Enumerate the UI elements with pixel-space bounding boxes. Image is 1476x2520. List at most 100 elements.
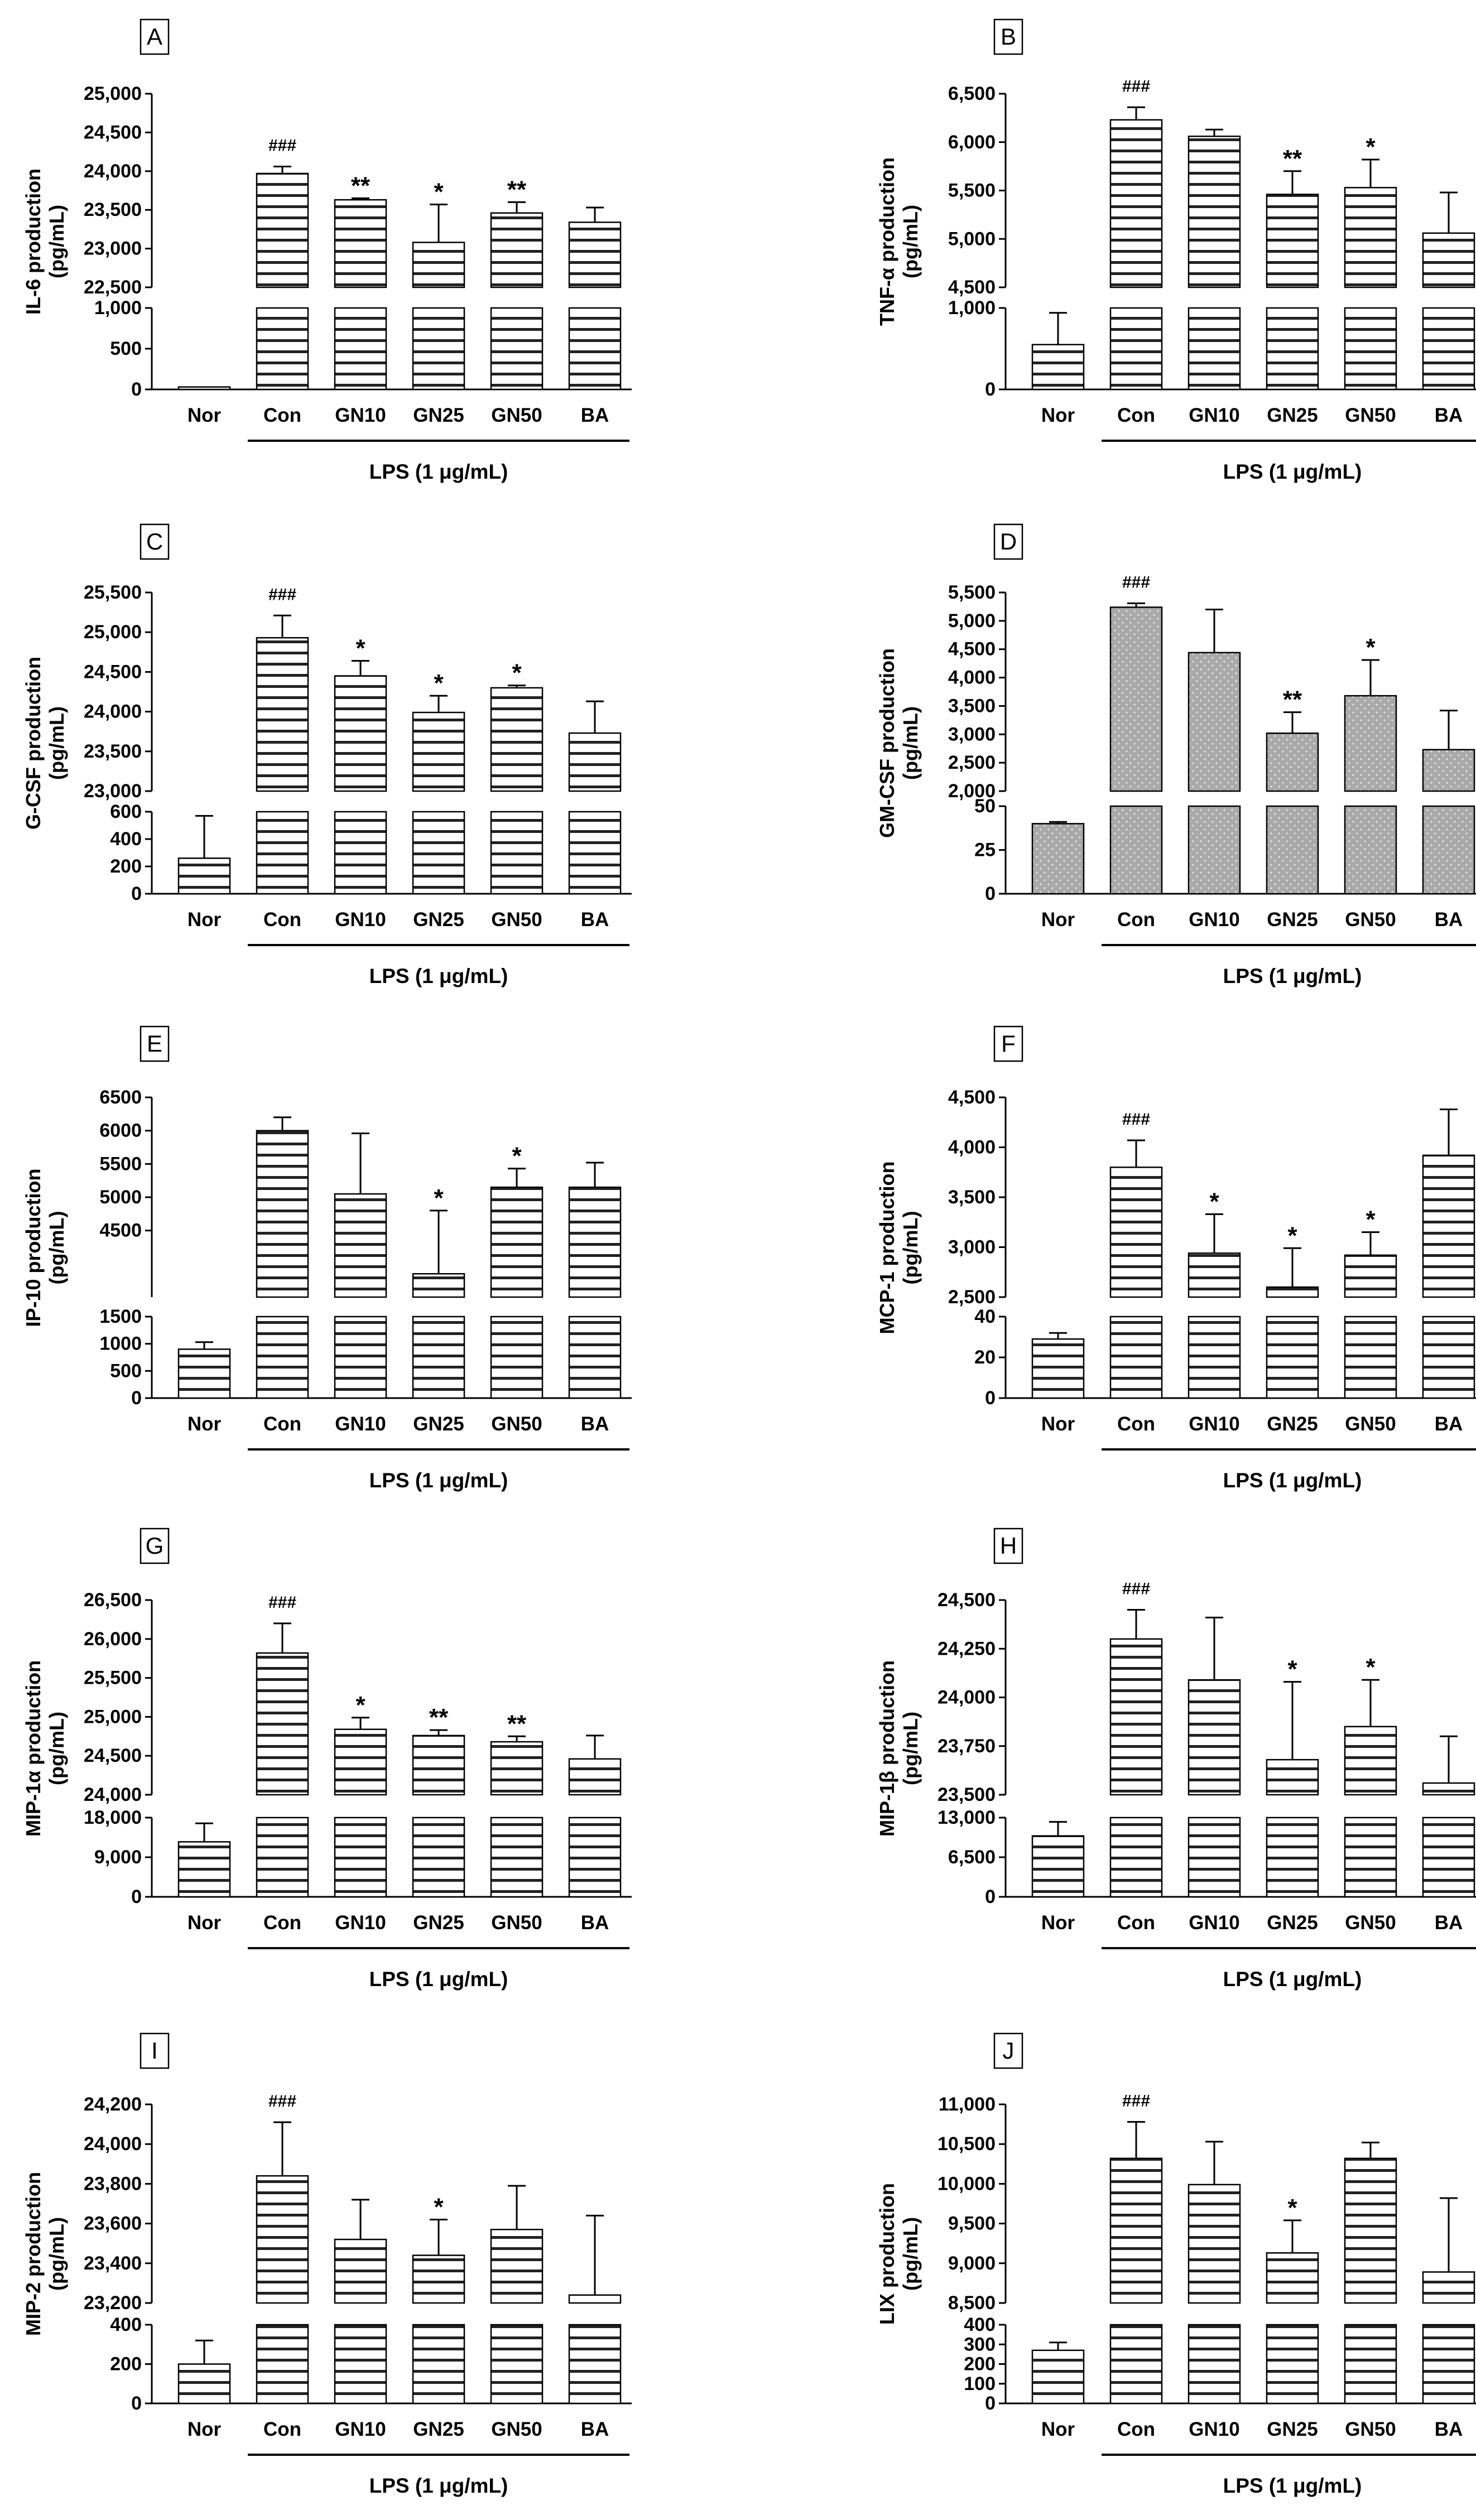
bar — [568, 1758, 622, 1796]
category-label: Con — [263, 2418, 301, 2440]
y-tick-label: 22,500 — [84, 277, 142, 298]
bar — [490, 1741, 544, 1796]
y-tick-label: 0 — [131, 883, 142, 904]
category-label: GN10 — [335, 1912, 386, 1934]
y-tick-label: 23,000 — [84, 780, 142, 802]
y-tick-label: 5,000 — [948, 228, 996, 249]
bar — [1266, 1758, 1319, 1796]
bar-lower — [412, 307, 465, 391]
y-tick-label: 400 — [110, 828, 142, 850]
bar — [568, 1186, 622, 1298]
category-label: BA — [581, 1912, 609, 1934]
panel-i: I MIP-2 production (pg/mL) 23,200 23,400 23,6… — [22, 2032, 632, 2497]
category-label: Nor — [187, 2418, 222, 2440]
y-axis-label: MIP-1β production (pg/mL) — [876, 1660, 922, 1837]
bar — [177, 2363, 231, 2405]
bar — [1344, 2157, 1397, 2304]
significance-mark: * — [434, 178, 444, 205]
category-label: GN10 — [1189, 1413, 1239, 1435]
panel-letter: D — [1000, 528, 1017, 555]
y-tick-label: 24,000 — [937, 1687, 996, 1708]
category-label: BA — [581, 1413, 609, 1435]
y-tick-label: 24,000 — [84, 1784, 142, 1805]
panel-letter: C — [146, 528, 163, 555]
y-tick-label: 6500 — [99, 1087, 142, 1108]
y-axis-label: G-CSF production (pg/mL) — [22, 657, 68, 830]
y-tick-label: 600 — [110, 801, 142, 822]
bar — [1422, 1782, 1475, 1796]
bar — [256, 637, 309, 792]
bar-lower — [490, 2324, 544, 2405]
y-tick-label: 24,000 — [84, 2133, 142, 2155]
y-tick-label: 0 — [131, 2393, 142, 2414]
group-label: LPS (1 μg/mL) — [1223, 965, 1362, 987]
group-label: LPS (1 μg/mL) — [1223, 2474, 1362, 2497]
bar — [1422, 749, 1475, 792]
category-label: GN50 — [1345, 909, 1396, 931]
y-label-line-2: (pg/mL) — [899, 1211, 922, 1285]
bar-lower — [1109, 1316, 1163, 1399]
category-label: Nor — [187, 1912, 222, 1934]
bar-lower — [1266, 307, 1319, 391]
category-label: GN50 — [1345, 1413, 1396, 1435]
bar-lower — [412, 811, 465, 895]
y-tick-label: 6,500 — [948, 1847, 996, 1868]
bar-lower — [490, 1816, 544, 1898]
category-label: Nor — [1041, 404, 1075, 426]
bar — [177, 857, 231, 895]
category-label: BA — [581, 909, 609, 931]
panel-letter-box — [140, 523, 170, 560]
y-tick-label: 23,600 — [84, 2213, 142, 2234]
y-tick-label: 23,200 — [84, 2292, 142, 2314]
y-tick-label: 0 — [131, 1387, 142, 1409]
category-label: GN10 — [1189, 909, 1239, 931]
y-tick-label: 11,000 — [939, 2094, 996, 2115]
y-tick-label: 1500 — [99, 1306, 142, 1327]
y-tick-label: 23,750 — [937, 1736, 996, 1757]
category-label: Con — [263, 404, 301, 426]
bar — [1031, 2349, 1085, 2405]
y-tick-label: 25,000 — [84, 83, 142, 104]
bar-lower — [334, 2324, 387, 2405]
panel-b: B TNF-α production (pg/mL) 4,500 5,000 5,500 6… — [876, 18, 1476, 483]
y-tick-label: 23,500 — [84, 199, 142, 220]
significance-mark: * — [355, 634, 366, 662]
hash-mark: ### — [268, 585, 296, 604]
category-label: GN50 — [1345, 404, 1396, 426]
y-label-line-2: (pg/mL) — [45, 1211, 68, 1285]
bar — [1187, 652, 1241, 792]
y-tick-label: 24,000 — [84, 161, 142, 182]
bar-lower — [490, 307, 544, 391]
y-tick-label: 100 — [964, 2373, 996, 2394]
bar-lower — [1422, 2324, 1475, 2405]
category-label: Con — [263, 909, 301, 931]
y-tick-label: 23,800 — [84, 2173, 142, 2194]
panel-letter: H — [1000, 1533, 1017, 1559]
bar-lower — [1422, 307, 1475, 391]
y-tick-label: 3,000 — [948, 1237, 996, 1258]
y-tick-label: 500 — [110, 1360, 142, 1381]
bar-lower — [490, 1316, 544, 1399]
bar-lower — [256, 307, 309, 391]
significance-mark: * — [1366, 133, 1376, 161]
y-tick-label: 200 — [110, 2354, 142, 2375]
bar — [1031, 1338, 1085, 1399]
bar — [1266, 733, 1319, 792]
bar — [1344, 1254, 1397, 1298]
bar-lower — [334, 307, 387, 391]
significance-mark: * — [434, 669, 444, 697]
bar — [1187, 136, 1241, 288]
group-label: LPS (1 μg/mL) — [369, 965, 508, 987]
bar-lower — [1266, 805, 1319, 895]
y-tick-label: 500 — [110, 338, 142, 359]
panel-f: F MCP-1 production (pg/mL) 2,500 3,000 3,500 4… — [876, 1025, 1476, 1492]
category-label: Con — [1117, 2418, 1155, 2440]
y-axis-label: MIP-1α production (pg/mL) — [22, 1660, 68, 1837]
category-label: GN10 — [335, 404, 386, 426]
y-axis-label: TNF-α production (pg/mL) — [876, 157, 922, 326]
bar — [256, 172, 309, 288]
bar-lower — [568, 307, 622, 391]
bar — [1109, 1167, 1163, 1298]
bar-lower — [490, 811, 544, 895]
